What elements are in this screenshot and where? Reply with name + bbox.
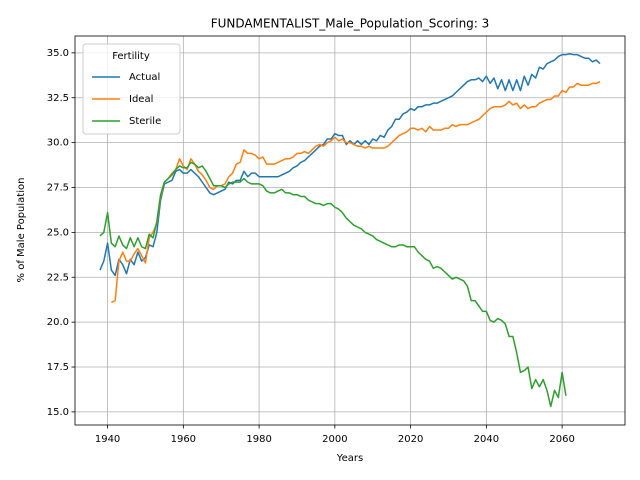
y-tick-label: 15.0	[47, 407, 69, 418]
x-tick-label: 1940	[95, 434, 120, 445]
legend-label: Sterile	[129, 116, 161, 127]
series-line	[111, 80, 601, 304]
y-tick-label: 25.0	[47, 227, 69, 238]
legend-box	[82, 43, 181, 135]
y-tick-label: 22.5	[47, 272, 69, 283]
x-tick-label: 1960	[171, 434, 196, 445]
y-axis-label: % of Male Population	[16, 178, 27, 283]
series-line	[99, 161, 567, 408]
series-line	[99, 53, 601, 277]
y-tick-label: 32.5	[47, 93, 69, 104]
x-tick-label: 2020	[398, 434, 423, 445]
y-tick-label: 30.0	[47, 138, 69, 149]
legend-label: Ideal	[129, 94, 153, 105]
y-tick-label: 20.0	[47, 317, 69, 328]
legend-title: Fertility	[112, 51, 150, 62]
y-tick-label: 27.5	[47, 183, 69, 194]
y-tick-label: 35.0	[47, 48, 69, 59]
x-tick-label: 2040	[474, 434, 499, 445]
plot-frame	[74, 35, 626, 426]
x-tick-label: 2000	[322, 434, 347, 445]
x-tick-label: 1980	[246, 434, 271, 445]
y-tick-label: 17.5	[47, 362, 69, 373]
x-tick-label: 2060	[549, 434, 574, 445]
x-axis-label: Years	[336, 453, 363, 464]
chart-title: FUNDAMENTALIST_Male_Population_Scoring: …	[211, 17, 490, 31]
legend-label: Actual	[129, 72, 160, 83]
